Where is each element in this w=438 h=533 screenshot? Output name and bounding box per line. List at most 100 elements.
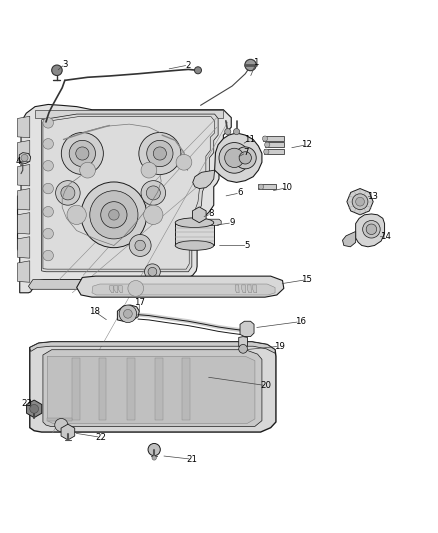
Circle shape: [52, 65, 62, 76]
Polygon shape: [18, 237, 30, 258]
Circle shape: [153, 147, 166, 160]
Circle shape: [146, 186, 160, 200]
Polygon shape: [356, 214, 385, 247]
Circle shape: [43, 183, 53, 194]
Text: 12: 12: [301, 140, 312, 149]
Text: 19: 19: [274, 342, 285, 351]
Polygon shape: [235, 285, 239, 293]
Text: 14: 14: [380, 232, 391, 241]
Polygon shape: [117, 305, 139, 321]
Circle shape: [139, 133, 181, 174]
Polygon shape: [155, 359, 163, 420]
Text: 5: 5: [245, 241, 250, 250]
Circle shape: [152, 456, 156, 460]
Circle shape: [225, 128, 231, 135]
Polygon shape: [42, 114, 218, 272]
Circle shape: [147, 140, 173, 167]
Circle shape: [67, 205, 86, 224]
Polygon shape: [19, 152, 31, 164]
Polygon shape: [118, 286, 122, 293]
Circle shape: [366, 224, 377, 235]
Polygon shape: [110, 286, 113, 293]
Polygon shape: [18, 116, 30, 138]
Polygon shape: [92, 284, 275, 295]
Polygon shape: [18, 261, 30, 282]
Text: 6: 6: [237, 189, 243, 197]
Circle shape: [81, 182, 147, 248]
Polygon shape: [263, 136, 284, 141]
Polygon shape: [28, 280, 193, 289]
Polygon shape: [265, 142, 284, 147]
Circle shape: [61, 133, 103, 174]
Circle shape: [76, 147, 89, 160]
Text: 22: 22: [95, 433, 106, 442]
Polygon shape: [239, 336, 247, 348]
Polygon shape: [253, 285, 257, 293]
Text: 9: 9: [230, 218, 235, 227]
Polygon shape: [30, 342, 275, 353]
Circle shape: [56, 181, 80, 205]
Polygon shape: [114, 286, 118, 293]
Polygon shape: [258, 184, 276, 189]
Circle shape: [43, 229, 53, 239]
Circle shape: [30, 405, 39, 413]
Circle shape: [234, 147, 256, 169]
Circle shape: [148, 443, 160, 456]
Circle shape: [129, 235, 151, 256]
Circle shape: [363, 221, 380, 238]
Circle shape: [80, 162, 95, 178]
Text: 3: 3: [62, 60, 67, 69]
Text: 15: 15: [301, 275, 312, 284]
Text: 11: 11: [244, 135, 255, 144]
Ellipse shape: [175, 241, 214, 251]
Polygon shape: [72, 359, 80, 420]
Circle shape: [43, 160, 53, 171]
Polygon shape: [18, 165, 30, 186]
Circle shape: [219, 142, 250, 173]
Polygon shape: [47, 356, 255, 423]
Circle shape: [43, 206, 53, 217]
Circle shape: [356, 197, 364, 206]
Circle shape: [124, 310, 132, 318]
Text: 8: 8: [208, 209, 214, 219]
Polygon shape: [175, 223, 214, 246]
Polygon shape: [43, 350, 262, 426]
Text: 23: 23: [21, 399, 33, 408]
Text: 4: 4: [16, 157, 21, 166]
Polygon shape: [193, 170, 215, 189]
Circle shape: [43, 118, 53, 128]
Text: 20: 20: [261, 381, 272, 390]
Circle shape: [176, 155, 192, 170]
Text: 7: 7: [244, 148, 249, 157]
Polygon shape: [247, 285, 251, 293]
Text: 13: 13: [367, 192, 378, 201]
Circle shape: [128, 280, 144, 296]
Polygon shape: [182, 359, 190, 420]
Polygon shape: [18, 213, 30, 234]
Circle shape: [69, 140, 95, 167]
Text: 10: 10: [281, 183, 293, 192]
Circle shape: [101, 201, 127, 228]
Circle shape: [194, 67, 201, 74]
Circle shape: [245, 59, 256, 71]
Polygon shape: [77, 276, 284, 297]
Polygon shape: [127, 359, 135, 420]
Text: 18: 18: [88, 306, 100, 316]
Circle shape: [145, 264, 160, 280]
Polygon shape: [47, 418, 72, 421]
Circle shape: [352, 194, 368, 209]
Polygon shape: [242, 285, 246, 293]
Circle shape: [148, 268, 157, 276]
Circle shape: [141, 181, 166, 205]
Text: 2: 2: [186, 61, 191, 69]
Polygon shape: [193, 219, 221, 225]
Polygon shape: [343, 231, 356, 247]
Circle shape: [144, 205, 163, 224]
Circle shape: [43, 251, 53, 261]
Polygon shape: [18, 189, 30, 210]
Polygon shape: [43, 117, 215, 269]
Polygon shape: [264, 149, 284, 155]
Polygon shape: [215, 133, 262, 182]
Circle shape: [233, 128, 240, 135]
Circle shape: [135, 240, 145, 251]
